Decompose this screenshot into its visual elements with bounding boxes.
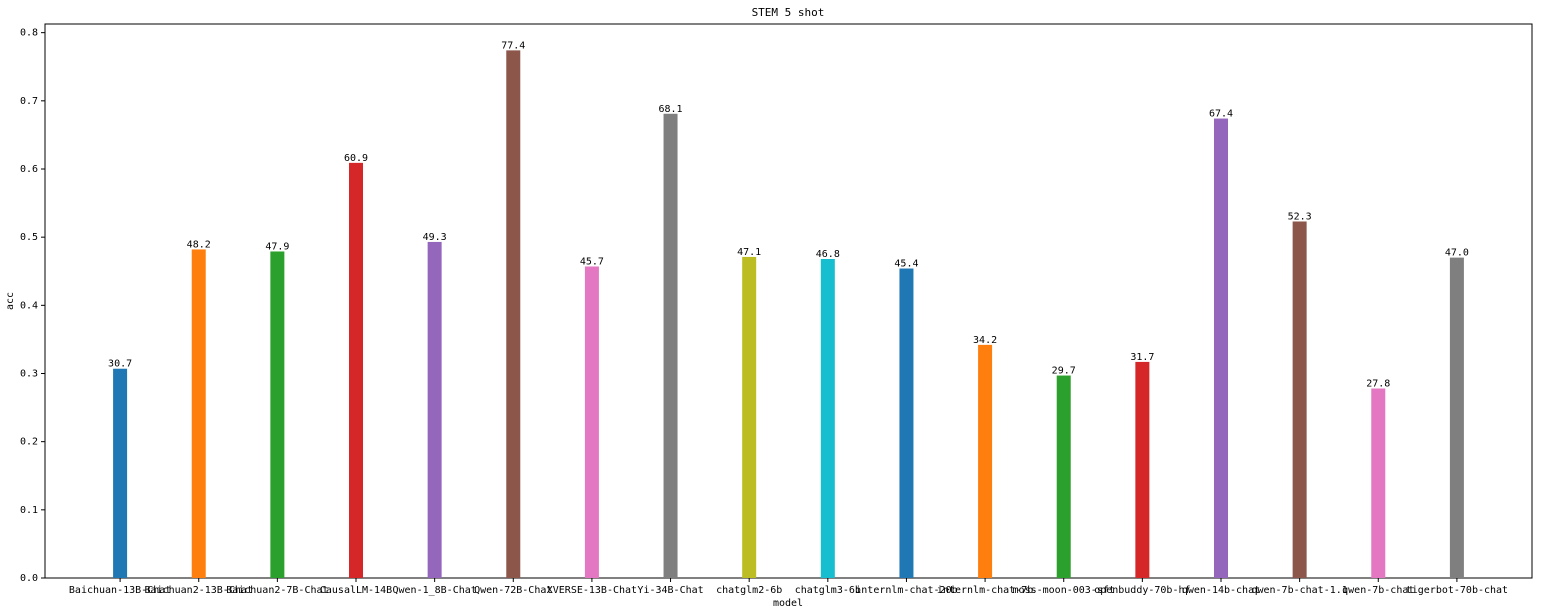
y-tick-label: 0.6 bbox=[20, 164, 38, 175]
x-tick-label: XVERSE-13B-Chat bbox=[547, 585, 637, 596]
value-label: 30.7 bbox=[108, 359, 132, 370]
bar bbox=[270, 251, 285, 578]
x-tick-label: chatglm2-6b bbox=[716, 585, 782, 596]
bar bbox=[899, 268, 914, 578]
value-label: 49.3 bbox=[423, 232, 447, 243]
x-tick-label: tigerbot-70b-chat bbox=[1406, 585, 1508, 596]
value-label: 47.9 bbox=[265, 241, 289, 252]
value-label: 67.4 bbox=[1209, 109, 1233, 120]
x-tick-label: qwen-14b-chat bbox=[1182, 585, 1260, 596]
y-axis-label: acc bbox=[5, 292, 16, 310]
value-label: 34.2 bbox=[973, 335, 997, 346]
bar bbox=[349, 162, 364, 578]
bar bbox=[820, 258, 835, 578]
bar bbox=[113, 368, 128, 578]
bar bbox=[506, 50, 521, 578]
x-tick-label: Baichuan-13B-Chat bbox=[69, 585, 171, 596]
x-tick-label: qwen-7b-chat-1.1 bbox=[1251, 585, 1347, 596]
value-label: 27.8 bbox=[1366, 378, 1390, 389]
y-tick-label: 0.3 bbox=[20, 368, 38, 379]
value-label: 47.0 bbox=[1445, 248, 1469, 259]
x-tick-label: internlm-chat-20b bbox=[855, 585, 957, 596]
x-tick-label: chatglm3-6b bbox=[795, 585, 861, 596]
value-label: 46.8 bbox=[816, 249, 840, 260]
value-label: 68.1 bbox=[658, 104, 682, 115]
plot-frame bbox=[44, 23, 1533, 579]
x-tick-label: Yi-34B-Chat bbox=[637, 585, 703, 596]
bar bbox=[978, 344, 993, 578]
value-label: 77.4 bbox=[501, 40, 525, 51]
y-tick-label: 0.2 bbox=[20, 437, 38, 448]
chart-title: STEM 5 shot bbox=[752, 6, 825, 19]
x-tick-label: Baichuan2-13B-Chat bbox=[145, 585, 253, 596]
y-tick-label: 0.4 bbox=[20, 300, 38, 311]
y-tick-label: 0.8 bbox=[20, 28, 38, 39]
bar bbox=[1056, 375, 1071, 578]
value-label: 45.7 bbox=[580, 256, 604, 267]
value-label: 29.7 bbox=[1052, 366, 1076, 377]
bar bbox=[584, 266, 599, 578]
x-tick-label: Baichuan2-7B-Chat bbox=[226, 585, 328, 596]
x-tick-label: CausalLM-14B bbox=[320, 585, 392, 596]
bar bbox=[1371, 388, 1386, 578]
value-label: 31.7 bbox=[1130, 352, 1154, 363]
bar bbox=[1449, 257, 1464, 578]
x-tick-label: internlm-chat-7b bbox=[937, 585, 1033, 596]
value-label: 47.1 bbox=[737, 247, 761, 258]
bar bbox=[191, 249, 206, 578]
y-tick-label: 0.0 bbox=[20, 573, 38, 584]
y-tick-label: 0.5 bbox=[20, 232, 38, 243]
x-tick-label: moss-moon-003-sft bbox=[1013, 585, 1115, 596]
bar bbox=[1213, 118, 1228, 578]
bar bbox=[427, 241, 442, 579]
bar bbox=[742, 256, 757, 578]
bar bbox=[1292, 221, 1307, 578]
y-tick-label: 0.7 bbox=[20, 96, 38, 107]
x-tick-label: Qwen-1_8B-Chat bbox=[392, 585, 476, 596]
value-label: 45.4 bbox=[894, 259, 918, 270]
value-label: 60.9 bbox=[344, 153, 368, 164]
x-axis-label: model bbox=[773, 598, 803, 609]
x-tick-label: Qwen-72B-Chat bbox=[474, 585, 552, 596]
bar bbox=[1135, 361, 1150, 578]
value-label: 52.3 bbox=[1288, 211, 1312, 222]
bar bbox=[663, 113, 678, 578]
value-label: 48.2 bbox=[187, 239, 211, 250]
x-tick-label: openbuddy-70b-hf bbox=[1094, 585, 1190, 596]
y-tick-label: 0.1 bbox=[20, 505, 38, 516]
x-tick-label: qwen-7b-chat bbox=[1342, 585, 1414, 596]
